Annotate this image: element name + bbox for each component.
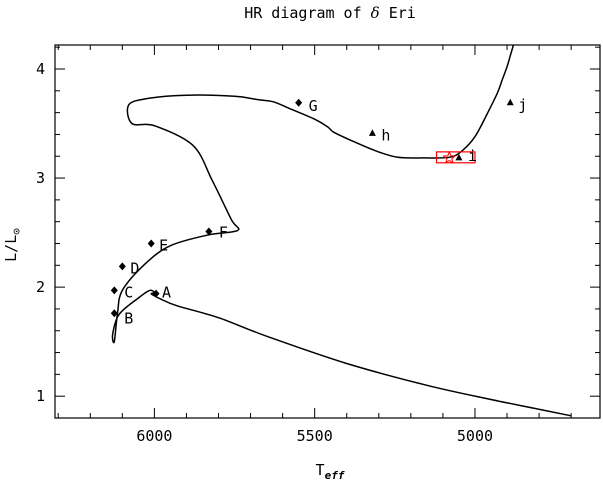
x-tick-label: 5000 xyxy=(457,427,493,445)
point-marker-B xyxy=(110,309,118,318)
y-tick-label: 2 xyxy=(36,278,45,296)
point-marker-i xyxy=(455,153,463,161)
y-tick-label: 1 xyxy=(36,387,45,405)
axis-tick-labels: 6000 5500 5000 1 2 3 4 xyxy=(36,60,493,445)
y-tick-label: 4 xyxy=(36,60,45,78)
y-axis-label: L/L⊙ xyxy=(2,228,23,262)
observed-position xyxy=(435,150,476,164)
point-marker-h xyxy=(368,129,376,136)
x-axis-label: Teff xyxy=(316,461,345,482)
evolution-track xyxy=(111,45,572,417)
point-marker-A xyxy=(152,289,160,298)
y-axis-label-subscript: ⊙ xyxy=(10,228,23,235)
y-tick-label: 3 xyxy=(36,169,45,187)
point-label-A: A xyxy=(162,284,171,302)
observed-error-box xyxy=(435,151,476,164)
point-label-E: E xyxy=(159,236,168,254)
point-label-h: h xyxy=(381,126,390,144)
x-tick-label: 5500 xyxy=(297,427,333,445)
point-marker-D xyxy=(118,262,126,271)
point-label-G: G xyxy=(309,97,318,115)
x-axis-label-subscript: eff xyxy=(325,469,345,482)
point-label-B: B xyxy=(124,309,133,327)
point-marker-F xyxy=(205,227,213,236)
axis-ticks xyxy=(55,45,600,418)
point-marker-E xyxy=(147,239,155,248)
y-axis-label-main: L/L xyxy=(2,235,20,262)
point-marker-j xyxy=(506,98,514,106)
plot-frame xyxy=(54,44,601,419)
point-label-i: i xyxy=(468,147,477,165)
plot-border xyxy=(54,44,601,419)
track-line xyxy=(111,45,572,417)
title-delta-symbol: δ xyxy=(371,4,380,22)
chart-title: HR diagram of δ Eri xyxy=(244,4,416,22)
point-label-F: F xyxy=(219,224,228,242)
point-label-D: D xyxy=(130,259,139,277)
point-label-C: C xyxy=(124,283,133,301)
point-marker-C xyxy=(110,286,118,295)
track-points: A BCD E F Gh i j xyxy=(110,96,527,327)
point-label-j: j xyxy=(518,96,527,114)
x-tick-label: 6000 xyxy=(136,427,172,445)
x-axis-label-main: T xyxy=(316,461,325,479)
observed-star-marker xyxy=(442,150,457,164)
point-marker-G xyxy=(295,98,303,107)
